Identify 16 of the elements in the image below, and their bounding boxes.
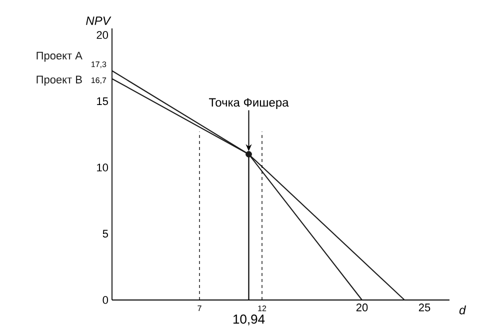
x-tick-label: 25 [418,304,430,312]
y-tick-label: 15 [97,97,108,106]
text: Проект В [36,76,82,86]
y-tick-label: 0 [102,296,108,304]
ref-line-label: 7 [198,306,202,312]
y-tick-label: 20 [96,31,108,39]
ref-line-label: 12 [258,306,266,312]
ref-line-label: 10,94 [233,314,265,326]
data-label: 16,7 [92,77,106,84]
y-tick-label: 5 [102,230,108,238]
x-axis-title: d [459,306,466,314]
y-axis-title: NPV [86,16,112,25]
y-tick-label: 10 [97,164,108,172]
annotation: Точка Фишера [208,98,289,110]
data-label: 17,3 [92,61,106,68]
text: Проект А [36,52,82,62]
